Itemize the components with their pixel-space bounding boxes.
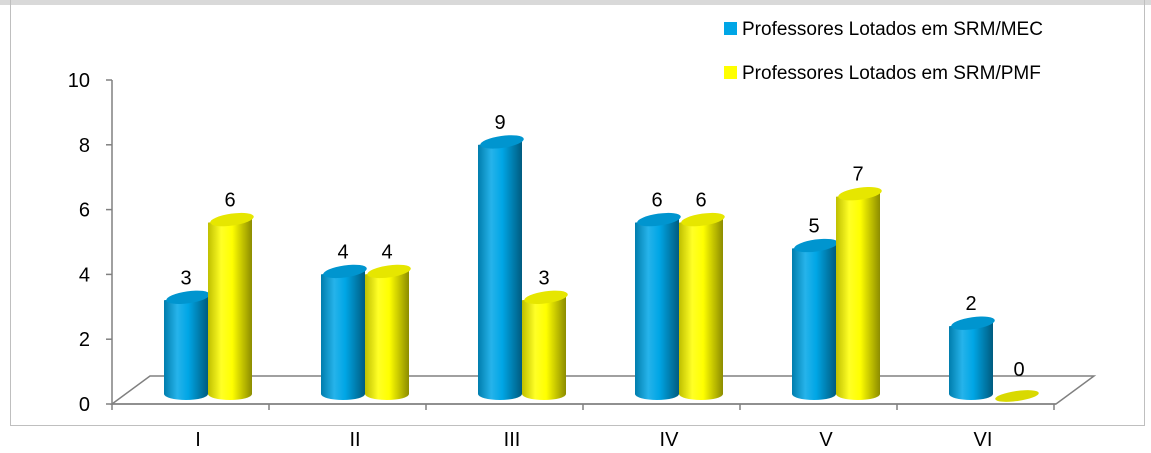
legend: Professores Lotados em SRM/MEC Professore… xyxy=(724,19,1043,84)
data-label: 6 xyxy=(651,190,662,212)
y-tick-label: 8 xyxy=(79,135,90,157)
bar-II-series-2 xyxy=(365,268,409,400)
data-label: 2 xyxy=(965,293,976,315)
chart-floor xyxy=(112,376,1094,404)
bar-IV-series-1 xyxy=(635,217,679,400)
x-axis-labels: I II III IV V VI xyxy=(195,429,992,451)
data-label: 0 xyxy=(1013,359,1024,381)
y-tick-label: 0 xyxy=(79,394,90,416)
data-label: 3 xyxy=(180,267,191,289)
bar-II-series-1 xyxy=(321,268,365,400)
data-label: 5 xyxy=(808,216,819,238)
bar-III-series-2 xyxy=(522,294,566,400)
bar-V-series-2 xyxy=(836,191,880,400)
bar-VI-series-1 xyxy=(949,320,993,400)
bars xyxy=(164,133,1039,404)
legend-label: Professores Lotados em SRM/MEC xyxy=(742,19,1043,40)
x-tick-label: V xyxy=(819,429,833,451)
chart-floor-plane xyxy=(112,376,1094,404)
data-label: 4 xyxy=(381,241,392,263)
y-tick-label: 4 xyxy=(79,264,90,286)
bar-IV-series-2 xyxy=(679,217,723,400)
legend-swatch xyxy=(724,22,737,35)
y-tick-label: 6 xyxy=(79,200,90,222)
x-tick-label: VI xyxy=(974,429,993,451)
data-label: 9 xyxy=(494,112,505,134)
data-label: 6 xyxy=(224,190,235,212)
bar-V-series-1 xyxy=(792,243,836,401)
y-tick-label: 2 xyxy=(79,329,90,351)
x-tick-label: IV xyxy=(660,429,680,451)
data-labels: 3 6 4 4 9 3 6 6 5 7 2 0 xyxy=(180,112,1024,381)
x-tick-label: III xyxy=(504,429,521,451)
bar-I-series-2 xyxy=(208,217,252,400)
data-label: 7 xyxy=(852,164,863,186)
data-label: 4 xyxy=(337,241,348,263)
legend-label: Professores Lotados em SRM/PMF xyxy=(742,63,1041,84)
x-tick-label: II xyxy=(349,429,360,451)
bar-I-series-1 xyxy=(164,294,208,400)
data-label: 3 xyxy=(538,267,549,289)
legend-swatch xyxy=(724,66,737,79)
x-tick-label: I xyxy=(195,429,201,451)
data-label: 6 xyxy=(695,190,706,212)
bar-III-series-1 xyxy=(478,139,522,400)
y-tick-label: 10 xyxy=(68,70,90,92)
